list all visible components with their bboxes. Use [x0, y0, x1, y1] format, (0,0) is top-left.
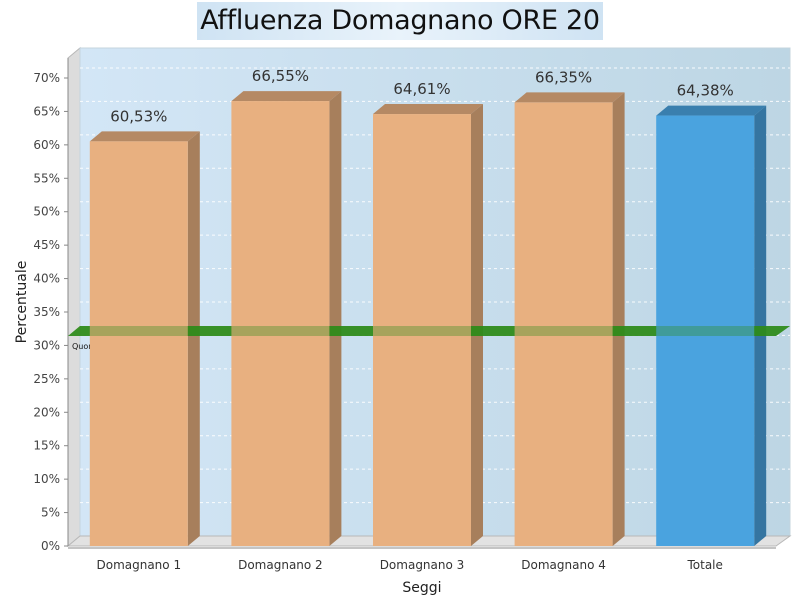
x-tick-label: Domagnano 4: [521, 558, 606, 572]
y-tick-label: 20%: [33, 405, 60, 419]
bar-top: [89, 131, 200, 142]
bar-side: [612, 92, 625, 546]
x-tick-label: Domagnano 2: [238, 558, 323, 572]
bars: [89, 101, 755, 547]
plot-left-wall: [67, 46, 81, 548]
bar-value-label: 66,35%: [535, 68, 592, 86]
x-tick-label: Domagnano 1: [96, 558, 181, 572]
y-tick-label: 35%: [33, 305, 60, 319]
bar: [89, 141, 188, 546]
x-tick-label: Domagnano 3: [380, 558, 465, 572]
bar-top: [373, 104, 483, 115]
bar-side: [754, 105, 767, 546]
bar: [231, 101, 330, 547]
value-labels: 60,53% 66,55% 64,61% 66,35% 64,38%: [68, 67, 790, 337]
bar-value-label: 64,61%: [393, 80, 450, 98]
y-axis: 0% 5% 10% 15% 20% 25% 30% 35% 40% 45% 50% 55% 60% 65%…: [33, 58, 69, 553]
bar-top: [231, 91, 342, 102]
bar-top: [656, 105, 767, 116]
chart-title: Affluenza Domagnano ORE 20: [197, 2, 603, 40]
bar: [514, 102, 613, 546]
y-tick-label: 65%: [33, 104, 60, 118]
y-tick-label: 15%: [33, 439, 60, 453]
bar-value-label: 60,53%: [110, 107, 167, 125]
chart-title-wrap: Affluenza Domagnano ORE 20: [0, 0, 800, 44]
y-tick-label: 50%: [33, 205, 60, 219]
y-tick-label: 10%: [33, 472, 60, 486]
x-tick-label: Totale: [686, 558, 722, 572]
bar: [656, 115, 755, 546]
bar-top: [514, 92, 625, 103]
y-tick-label: 5%: [41, 506, 60, 520]
y-tick-label: 60%: [33, 138, 60, 152]
bar: [373, 114, 471, 546]
y-tick-label: 45%: [33, 238, 60, 252]
y-tick-label: 70%: [33, 71, 60, 85]
bars-back: [89, 91, 767, 547]
y-tick-label: 55%: [33, 171, 60, 185]
y-tick-label: 30%: [33, 338, 60, 352]
quorum-plane-overlay: [68, 326, 790, 337]
bar-side: [329, 91, 342, 547]
y-axis-title: Percentuale: [14, 261, 30, 344]
bar-value-label: 66,55%: [252, 67, 309, 85]
x-axis-title: Seggi: [402, 580, 441, 596]
y-tick-label: 0%: [41, 539, 60, 553]
y-tick-label: 40%: [33, 272, 60, 286]
y-tick-label: 25%: [33, 372, 60, 386]
bar-side: [187, 131, 200, 546]
bar-value-label: 64,38%: [677, 82, 734, 100]
bar-side: [471, 104, 483, 546]
x-axis: Domagnano 1 Domagnano 2 Domagnano 3 Domagna…: [68, 547, 776, 572]
